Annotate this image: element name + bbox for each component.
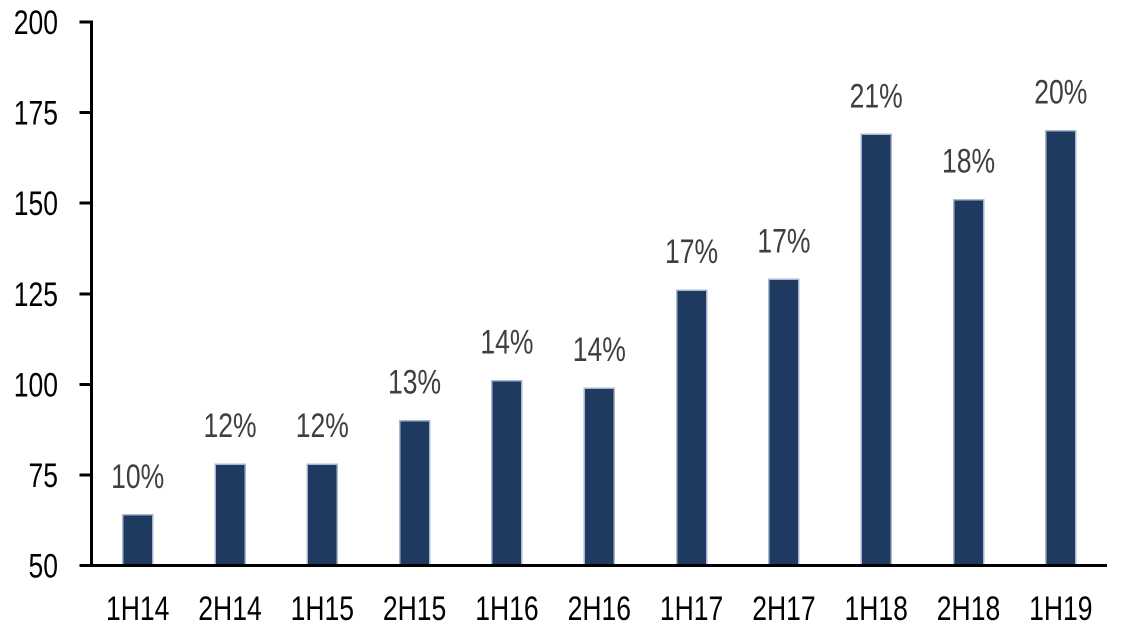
bar-label-1H16: 14% xyxy=(480,324,533,362)
x-tick-label-2H14: 2H14 xyxy=(198,590,261,628)
y-tick-label-150: 150 xyxy=(14,185,58,223)
bar-label-1H18: 21% xyxy=(850,77,903,115)
bar-2H14 xyxy=(214,463,246,567)
x-tick-label-1H17: 1H17 xyxy=(660,590,723,628)
bar-2H16 xyxy=(583,387,616,567)
y-tick-label-125: 125 xyxy=(14,276,58,314)
bar-2H15 xyxy=(398,419,431,567)
bar-label-2H16: 14% xyxy=(573,331,626,369)
bar-2H18 xyxy=(952,198,985,567)
bar-label-1H15: 12% xyxy=(296,407,349,445)
bar-label-2H18: 18% xyxy=(942,143,995,181)
x-tick-label-1H14: 1H14 xyxy=(106,590,169,628)
y-tick-label-175: 175 xyxy=(14,95,58,133)
y-tick-label-50: 50 xyxy=(29,548,59,586)
bar-label-2H17: 17% xyxy=(757,222,810,260)
bar-1H16 xyxy=(491,379,523,567)
x-tick-label-2H16: 2H16 xyxy=(568,590,631,628)
bar-1H18 xyxy=(860,133,892,567)
x-tick-label-1H16: 1H16 xyxy=(475,590,538,628)
bar-label-1H17: 17% xyxy=(665,233,718,271)
bars-group xyxy=(121,129,1077,567)
bar-label-1H19: 20% xyxy=(1034,74,1087,112)
x-tick-label-2H15: 2H15 xyxy=(383,590,446,628)
axes-group xyxy=(79,20,1107,567)
bar-label-2H15: 13% xyxy=(388,364,441,402)
bar-1H15 xyxy=(306,463,339,567)
labels-group: 10% 1H14 12% 2H14 12% 1H15 13% 2H15 14% 1H16 14% 2H… xyxy=(14,4,1093,628)
y-tick-label-200: 200 xyxy=(14,4,58,42)
bar-1H17 xyxy=(675,289,708,567)
x-tick-label-2H17: 2H17 xyxy=(752,590,815,628)
y-tick-label-100: 100 xyxy=(14,366,58,404)
x-tick-label-1H15: 1H15 xyxy=(291,590,354,628)
bar-1H14 xyxy=(121,514,154,567)
bar-label-1H14: 10% xyxy=(111,458,164,496)
y-tick-label-75: 75 xyxy=(29,457,59,495)
x-tick-label-1H19: 1H19 xyxy=(1029,590,1092,628)
bar-label-2H14: 12% xyxy=(203,407,256,445)
x-tick-label-2H18: 2H18 xyxy=(937,590,1000,628)
bar-1H19 xyxy=(1045,129,1077,567)
x-tick-label-1H18: 1H18 xyxy=(845,590,908,628)
bar-2H17 xyxy=(768,278,800,567)
